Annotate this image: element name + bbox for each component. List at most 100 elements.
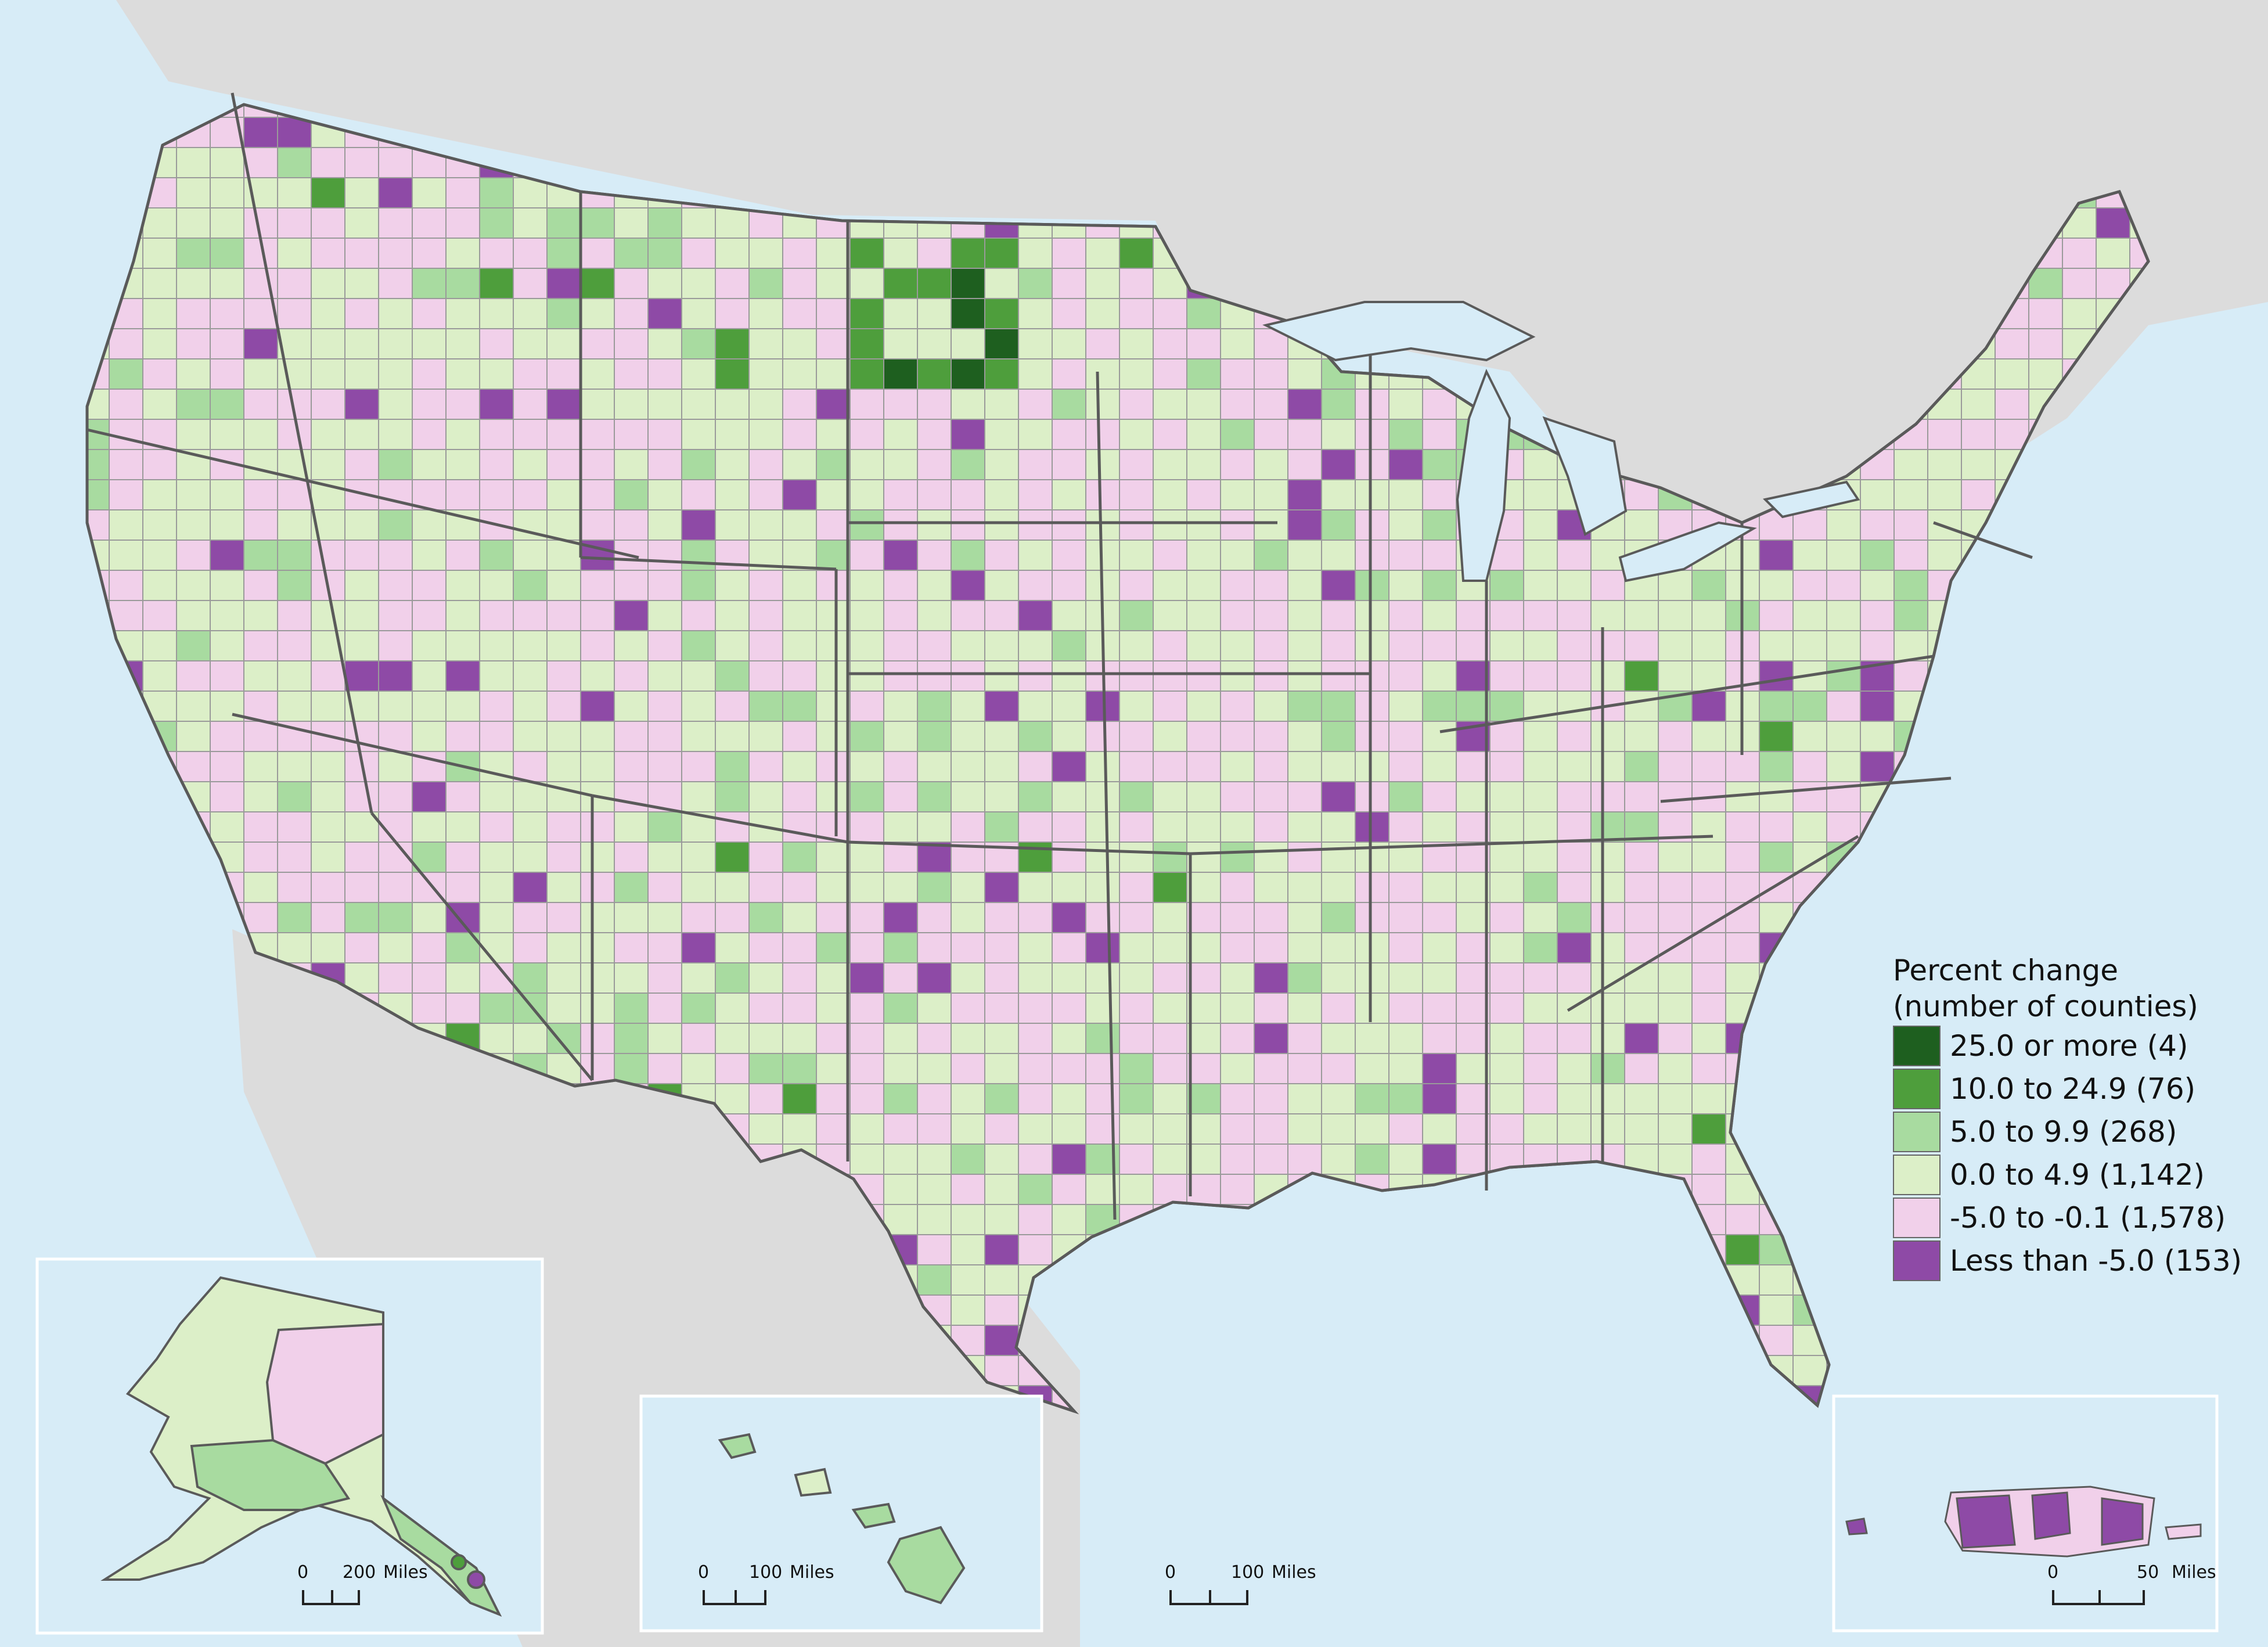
county-cell [1220,1385,1259,1411]
county-cell [681,781,718,814]
county-cell [2129,540,2148,582]
county-cell [142,1204,193,1248]
county-cell [580,811,619,846]
county-cell [1961,600,1997,641]
state-borders [85,92,2150,1415]
county-cell [176,105,218,122]
county-cell [1792,932,1830,970]
county-cell [1860,1234,1898,1265]
county-cell [1422,1204,1472,1237]
county-cell [87,781,120,828]
county-cell [2096,238,2131,269]
county-cell [1725,1053,1774,1085]
county-cell [1355,962,1392,998]
county-cell [1826,1234,1873,1270]
county-cell [1860,1325,1906,1364]
county-cell [1826,1023,1864,1055]
county-cell [1826,1174,1866,1218]
county-cell [1792,1083,1837,1127]
county-cell [1489,1234,1536,1278]
county-cell [1422,660,1459,692]
county-cell [1119,1325,1165,1371]
state-border [232,713,593,797]
county-cell [984,1355,1020,1387]
county-cell [917,298,953,330]
county-cell [2062,751,2111,789]
hawaii-scale-unit: Miles [790,1562,834,1583]
county-cell [1456,1294,1496,1329]
county-cell [1590,1325,1636,1358]
county-cell [1422,1355,1468,1396]
county-cell [2096,1294,2133,1330]
county-cell [87,992,126,1031]
county-cell [277,751,315,786]
county-cell [2096,449,2136,482]
county-cell [1590,1355,1636,1397]
county-cell [2129,781,2148,813]
county-cell [782,751,822,783]
county-cell [1254,842,1290,878]
county-cell [1995,781,2040,815]
county-cell [1489,1385,1539,1411]
state-border [1933,521,2033,559]
county-cell [1220,1204,1257,1243]
county-cell [142,842,188,873]
county-cell [87,872,110,908]
county-cell [1085,1264,1121,1304]
county-cell [1254,1325,1302,1365]
legend-swatch [1893,1155,1941,1195]
county-cell [1321,932,1360,968]
county-cell [210,1174,254,1213]
county-cell [1489,1264,1526,1301]
county-cell [2062,1325,2104,1366]
county-cell [2129,479,2148,521]
county-cell [1186,1204,1229,1248]
county-cell [2129,691,2148,734]
county-cell [1995,1355,2040,1393]
county-cell [1119,509,1158,542]
county-cell [1422,962,1461,995]
county-cell [176,902,225,936]
county-cell [109,902,150,934]
county-cell [1961,902,2000,944]
county-cell [614,751,649,783]
county-cell [1691,842,1730,876]
county-cell [1792,1113,1838,1150]
county-cell [142,1174,182,1216]
county-cell [2028,600,2073,634]
county-cell [1961,660,1997,699]
county-cell [2028,509,2078,544]
county-cell [917,479,953,513]
county-cell [1995,842,2036,888]
county-cell [1523,1143,1560,1175]
county-cell [87,1113,112,1153]
county-cell [984,962,1024,997]
county-cell [1624,1264,1668,1307]
county-cell [1927,600,1968,632]
county-cell [243,811,279,846]
hawaii-scalebar [703,1590,766,1605]
county-cell [277,268,314,302]
great-lakes [1262,301,1860,582]
state-border [370,812,593,1081]
hawaii-big-island [887,1526,966,1605]
county-cell [1792,630,1833,667]
county-cell [1355,1355,1395,1391]
county-cell [1995,902,2039,935]
county-cell [1186,1264,1238,1300]
county-cell [1254,1143,1294,1175]
county-cell [1220,1355,1259,1401]
county-cell [1186,1355,1227,1397]
county-cell [1287,358,1325,390]
county-cell [1221,1416,1272,1452]
alaska-scale-zero: 0 [297,1562,309,1583]
county-cell [1995,660,2040,703]
county-cell [1355,1204,1403,1247]
county-cell [1792,781,1833,815]
county-cell [109,962,145,1000]
county-cell [1220,1325,1267,1370]
county-cell [1422,1234,1460,1276]
county-cell [1187,1416,1230,1447]
county-cell [1422,1325,1474,1367]
county-cell [210,1204,248,1240]
